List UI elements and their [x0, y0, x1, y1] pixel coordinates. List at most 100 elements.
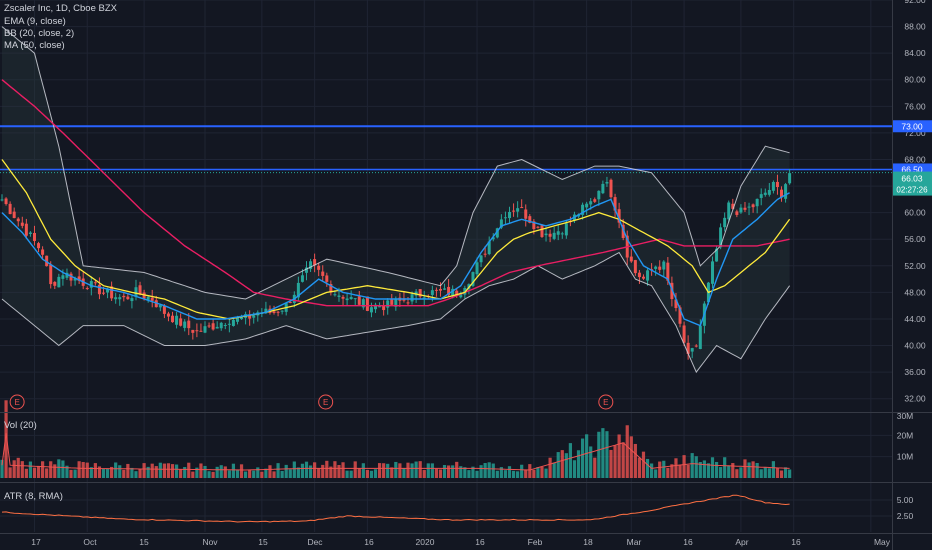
volume-bar — [483, 463, 487, 478]
volume-bar — [187, 462, 191, 478]
time-tick-label: Nov — [202, 537, 218, 547]
volume-bar — [0, 459, 4, 478]
volume-bar — [503, 470, 508, 478]
volume-bar — [633, 443, 637, 478]
candle-body — [771, 181, 775, 191]
volume-bar — [690, 453, 694, 478]
candle-body — [24, 223, 28, 236]
price-tick-label: 80.00 — [904, 75, 926, 85]
volume-bar — [41, 461, 45, 478]
candle-body — [89, 281, 93, 288]
volume-bar — [231, 463, 236, 478]
candle-body — [37, 243, 41, 249]
price-tick-label: 60.00 — [904, 208, 926, 218]
volume-tick-label: 30M — [897, 411, 914, 421]
candle-body — [20, 222, 24, 226]
candle-body — [97, 284, 101, 295]
last-price-label: 66.03 — [901, 174, 923, 184]
candle-body — [369, 307, 373, 313]
legend-volume[interactable]: Vol (20) — [4, 420, 37, 431]
candle-body — [447, 286, 451, 296]
candle-body — [118, 297, 122, 300]
candle-body — [735, 211, 739, 215]
volume-average-line — [1, 433, 790, 471]
candle-body — [743, 207, 747, 210]
legend-atr[interactable]: ATR (8, RMA) — [4, 491, 63, 502]
volume-bar — [662, 460, 666, 478]
candle-body — [114, 297, 118, 300]
candle-body — [508, 211, 511, 219]
volume-bar — [207, 471, 211, 478]
volume-bar — [617, 434, 621, 478]
volume-bar — [114, 462, 118, 478]
candle-body — [211, 323, 215, 330]
volume-bar — [195, 467, 199, 478]
volume-bar — [463, 467, 467, 478]
candle-body — [361, 299, 365, 308]
indicator-lines — [1, 26, 791, 374]
atr-line — [1, 494, 790, 523]
volume-bar — [239, 464, 244, 478]
candle-body — [646, 270, 650, 281]
candle-body — [556, 231, 560, 235]
volume-bar — [317, 468, 321, 478]
candle-body — [775, 181, 779, 188]
candle-body — [85, 288, 89, 290]
candle-body — [248, 314, 252, 319]
earnings-marker — [318, 394, 334, 410]
volume-bar — [447, 465, 451, 478]
volume-bar — [53, 464, 57, 478]
time-axis[interactable]: 17 Oct 15 Nov 15 Dec 16 2020 16 Feb 18 Mar 16 Apr 16 Ma… — [31, 537, 891, 547]
legend-ema[interactable]: EMA (9, close) — [4, 16, 66, 27]
legend-ma[interactable]: MA (50, close) — [4, 40, 65, 51]
volume-bar — [556, 452, 560, 478]
price-tick-label: 76.00 — [904, 101, 926, 111]
bb-upper-line — [1, 26, 790, 300]
candle-body — [272, 311, 276, 313]
candle-body — [382, 305, 386, 311]
volume-bar — [451, 465, 455, 478]
candle-body — [61, 275, 65, 279]
volume-bar — [771, 461, 775, 478]
volume-bar — [223, 466, 227, 478]
volume-bar — [430, 463, 434, 478]
volume-bar — [81, 462, 85, 478]
volume-bar — [507, 466, 512, 478]
candle-body — [633, 260, 637, 274]
candle-body — [203, 326, 207, 333]
candle-body — [45, 255, 49, 267]
bb-lower-line — [1, 251, 791, 374]
legend-symbol-title[interactable]: Zscaler Inc, 1D, Cboe BZX — [4, 3, 117, 14]
volume-bar — [455, 461, 459, 478]
volume-bar — [126, 463, 130, 478]
volume-bar — [511, 470, 516, 478]
time-tick-label: 2020 — [416, 537, 435, 547]
volume-bar — [24, 468, 28, 478]
volume-bar — [459, 466, 463, 478]
volume-bar — [333, 461, 337, 478]
horizontal-lines[interactable] — [0, 125, 892, 174]
candle-body — [130, 298, 134, 302]
volume-bar — [410, 463, 414, 478]
candle-body — [548, 233, 552, 237]
volume-bar — [540, 467, 544, 478]
volume-bar — [28, 461, 33, 478]
volume-bar — [641, 451, 646, 478]
candle-body — [57, 276, 61, 288]
volume-bar — [377, 463, 382, 478]
candle-body — [564, 223, 568, 236]
candle-body — [280, 310, 284, 312]
price-tick-label: 92.00 — [904, 0, 926, 5]
volume-bar — [406, 462, 410, 478]
candle-body — [788, 173, 792, 184]
candle-body — [438, 288, 442, 291]
candle-body — [560, 233, 564, 235]
candle-body — [138, 285, 142, 295]
volume-bar — [110, 466, 114, 478]
legend-bb[interactable]: BB (20, close, 2) — [4, 28, 75, 39]
volume-bar — [329, 466, 333, 478]
